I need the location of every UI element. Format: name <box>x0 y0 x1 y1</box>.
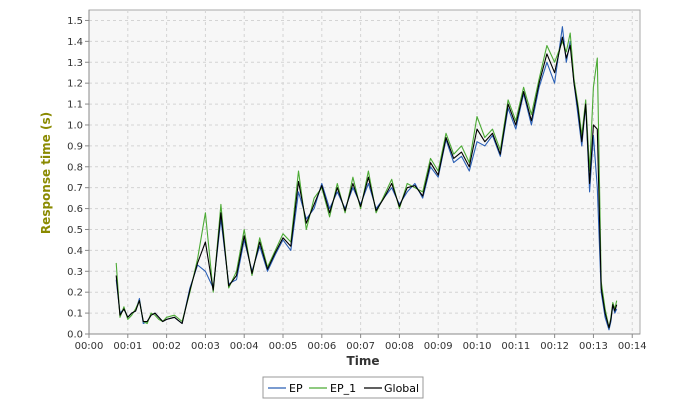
y-tick-label: 0.5 <box>67 225 83 236</box>
axes <box>88 10 640 335</box>
x-tick-label: 00:08 <box>385 341 414 352</box>
x-axis-title: Time <box>347 354 380 368</box>
y-tick-label: 1.5 <box>67 16 83 27</box>
y-tick-label: 0.0 <box>67 330 83 341</box>
y-tick-label: 0.1 <box>67 309 83 320</box>
x-tick-label: 00:06 <box>307 341 336 352</box>
y-axis-ticks: 0.0 0.1 0.2 0.3 0.4 0.5 0.6 0.7 0.8 0.9 1.0 1.1 1.2 1… <box>67 16 89 341</box>
x-tick-label: 00:10 <box>463 341 492 352</box>
y-tick-label: 0.3 <box>67 267 83 278</box>
legend-item-ep-1: EP_1 <box>309 382 356 395</box>
legend-box <box>262 376 424 399</box>
series-line-global <box>115 36 618 329</box>
grid-lines <box>89 10 640 334</box>
y-tick-label: 1.2 <box>67 79 83 90</box>
x-tick-label: 00:01 <box>113 341 142 352</box>
y-tick-label: 1.1 <box>67 100 83 111</box>
x-axis-ticks: 00:00 00:01 00:02 00:03 00:04 00:05 00:06 00:07… <box>75 334 647 352</box>
y-tick-label: 1.0 <box>67 120 83 131</box>
y-tick-label: 0.9 <box>67 141 83 152</box>
y-tick-label: 0.7 <box>67 183 83 194</box>
legend-label-ep: EP <box>289 382 303 395</box>
legend-label-ep-1: EP_1 <box>330 382 356 395</box>
x-tick-label: 00:02 <box>152 341 181 352</box>
x-tick-label: 00:04 <box>230 341 259 352</box>
x-tick-label: 00:09 <box>424 341 453 352</box>
y-tick-label: 1.3 <box>67 58 83 69</box>
legend: EP EP_1 Global <box>262 376 424 399</box>
legend-label-global: Global <box>384 382 419 395</box>
y-tick-label: 0.4 <box>67 246 83 257</box>
series-layer <box>115 26 618 331</box>
y-tick-label: 0.2 <box>67 288 83 299</box>
y-tick-label: 1.4 <box>67 37 83 48</box>
legend-item-ep: EP <box>268 382 303 395</box>
y-axis-title: Response time (s) <box>39 112 53 234</box>
y-tick-label: 0.8 <box>67 162 83 173</box>
series-line-ep-1 <box>115 32 618 329</box>
x-tick-label: 00:03 <box>191 341 220 352</box>
x-tick-label: 00:07 <box>346 341 375 352</box>
legend-item-global: Global <box>364 382 419 395</box>
x-tick-label: 00:12 <box>540 341 569 352</box>
plot-area <box>88 9 641 335</box>
x-tick-label: 00:14 <box>618 341 647 352</box>
x-tick-label: 00:13 <box>579 341 608 352</box>
x-tick-label: 00:05 <box>269 341 298 352</box>
x-tick-label: 00:00 <box>75 341 104 352</box>
x-tick-label: 00:11 <box>501 341 530 352</box>
y-tick-label: 0.6 <box>67 204 83 215</box>
